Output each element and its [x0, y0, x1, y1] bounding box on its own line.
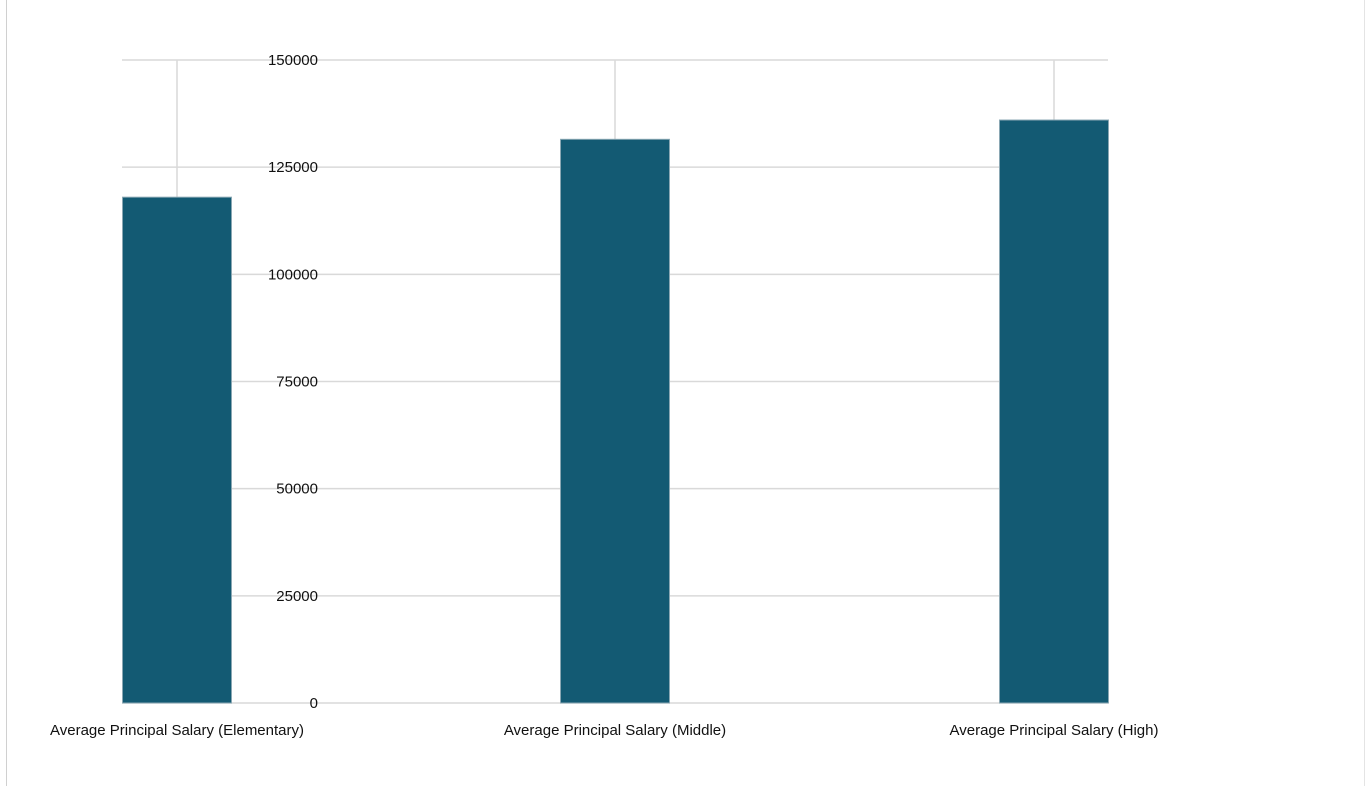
y-tick-label: 75000 [276, 374, 318, 391]
x-tick-label: Average Principal Salary (Elementary) [50, 722, 304, 739]
bars [122, 119, 1109, 704]
y-tick-label: 125000 [268, 159, 318, 176]
y-tick-label: 0 [310, 695, 318, 712]
y-tick-label: 50000 [276, 481, 318, 498]
x-tick-label: Average Principal Salary (Middle) [504, 722, 726, 739]
y-tick-label: 100000 [268, 266, 318, 283]
bar [122, 196, 232, 704]
left-border [6, 0, 7, 786]
bar [999, 119, 1109, 704]
bar [560, 138, 670, 704]
x-axis-labels: Average Principal Salary (Elementary) Ave… [50, 722, 1158, 739]
x-tick-label: Average Principal Salary (High) [950, 722, 1159, 739]
y-tick-label: 25000 [276, 588, 318, 605]
y-axis-ticks: 0 25000 50000 75000 100000 125000 150000 [268, 52, 318, 712]
right-border [1364, 0, 1365, 786]
y-tick-label: 150000 [268, 52, 318, 69]
